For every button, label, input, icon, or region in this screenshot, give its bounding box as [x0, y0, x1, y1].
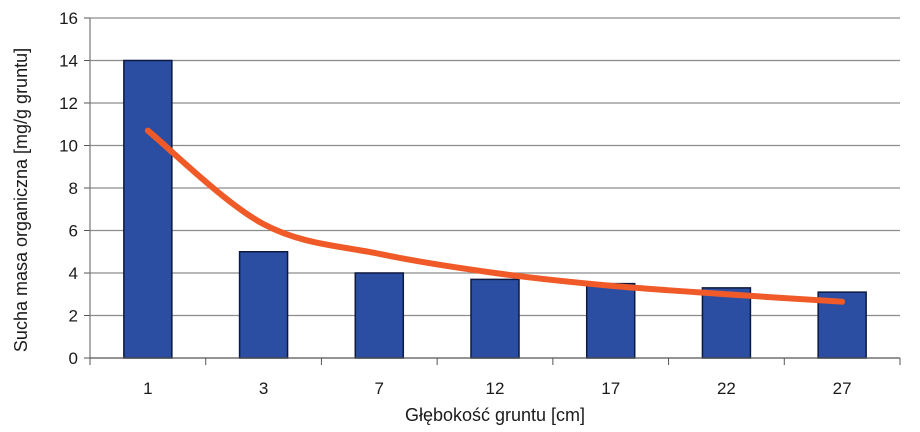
x-axis-title: Głębokość gruntu [cm]	[405, 405, 585, 425]
bars	[123, 59, 867, 359]
y-tick-label: 14	[59, 52, 78, 71]
x-tick-label: 7	[375, 379, 384, 398]
y-tick-label: 16	[59, 9, 78, 28]
y-tick-label: 6	[69, 222, 78, 241]
y-tick-label: 4	[69, 264, 78, 283]
bar-3	[238, 251, 289, 359]
y-tick-label: 8	[69, 179, 78, 198]
labels: 0 2 4 6 8 10 12 14 16 1 3 7 12 17 22 27	[59, 9, 852, 398]
bar-7	[354, 272, 405, 359]
x-tick-label: 22	[717, 379, 736, 398]
y-tick-label: 10	[59, 137, 78, 156]
axes	[84, 17, 901, 365]
gridlines	[90, 17, 900, 317]
bar-17	[585, 282, 636, 359]
y-tick-label: 2	[69, 307, 78, 326]
x-tick-label: 17	[601, 379, 620, 398]
bar-1	[123, 59, 173, 359]
x-tick-label: 1	[143, 379, 152, 398]
y-axis-title: Sucha masa organiczna [mg/g gruntu]	[11, 48, 31, 352]
bar-22	[701, 287, 752, 359]
x-tick-label: 27	[833, 379, 852, 398]
y-tick-label: 0	[69, 349, 78, 368]
trendline-layer	[144, 127, 846, 305]
x-tick-label: 12	[486, 379, 505, 398]
x-tick-label: 3	[259, 379, 268, 398]
y-tick-label: 12	[59, 94, 78, 113]
trendline	[144, 127, 846, 305]
bar-12	[470, 278, 520, 359]
